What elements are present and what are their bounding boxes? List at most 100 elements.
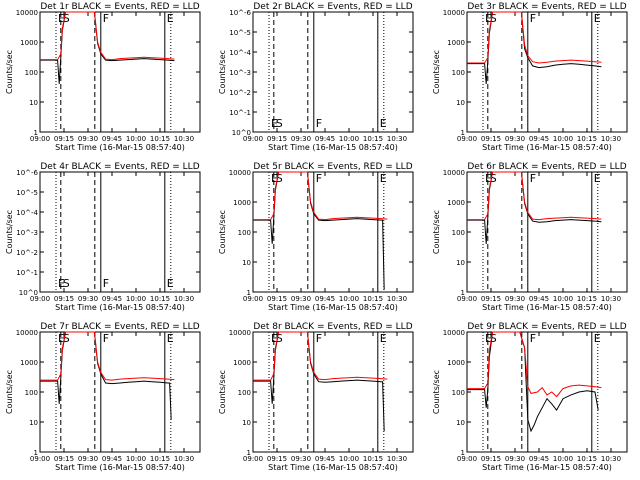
x-tick-label: 10:00 — [553, 455, 573, 463]
y-tick-label: 1 — [461, 289, 465, 297]
marker-label-e: E — [594, 332, 601, 345]
y-tick-label: 10 — [456, 99, 465, 107]
x-axis-label: Start Time (16-Mar-15 08:57:40) — [55, 463, 185, 472]
y-tick-label: 100 — [25, 389, 38, 397]
marker-label-e: E — [485, 332, 492, 345]
y-tick-label: 10000 — [16, 9, 38, 17]
panel-title: Det 3r BLACK = Events, RED = LLD — [467, 2, 626, 12]
marker-label-e: E — [271, 332, 278, 345]
x-tick-label: 09:30 — [505, 295, 525, 303]
x-tick-label: 09:15 — [54, 455, 74, 463]
panel-title: Det 7r BLACK = Events, RED = LLD — [40, 322, 199, 332]
x-tick-label: 09:45 — [529, 295, 549, 303]
y-axis-label: Counts/sec — [5, 370, 14, 414]
x-tick-label: 09:15 — [481, 135, 501, 143]
marker-label-s: S — [490, 332, 497, 345]
x-tick-label: 10:15 — [150, 455, 170, 463]
y-tick-label: 1000 — [447, 39, 465, 47]
x-tick-label: 09:15 — [54, 135, 74, 143]
panel-title: Det 1r BLACK = Events, RED = LLD — [40, 2, 199, 12]
marker-label-s: S — [276, 117, 283, 130]
y-tick-label: 10^-5 — [229, 29, 251, 37]
marker-label-s: S — [490, 12, 497, 25]
x-tick-label: 10:15 — [577, 295, 597, 303]
y-tick-label: 1000 — [447, 199, 465, 207]
series-lld-line — [467, 331, 602, 398]
panel-9: Det 9r BLACK = Events, RED = LLD 1 10 100 10… — [432, 322, 628, 472]
y-tick-label: 100 — [452, 229, 465, 237]
x-tick-label: 10:00 — [553, 295, 573, 303]
x-tick-label: 10:30 — [387, 295, 407, 303]
x-tick-label: 09:30 — [291, 295, 311, 303]
y-tick-label: 100 — [452, 69, 465, 77]
x-axis-label: Start Time (16-Mar-15 08:57:40) — [482, 463, 612, 472]
x-tick-label: 10:30 — [387, 135, 407, 143]
x-tick-label: 10:15 — [363, 295, 383, 303]
x-tick-label: 09:00 — [30, 135, 50, 143]
y-tick-label: 10 — [29, 99, 38, 107]
y-tick-label: 100 — [238, 389, 251, 397]
x-tick-label: 09:45 — [315, 135, 335, 143]
x-tick-label: 09:30 — [78, 135, 98, 143]
y-tick-label: 1000 — [20, 359, 38, 367]
marker-label-s: S — [490, 172, 497, 185]
x-tick-label: 10:30 — [601, 295, 621, 303]
y-tick-label: 100 — [25, 69, 38, 77]
marker-label-e: E — [167, 332, 174, 345]
marker-label-f: F — [316, 332, 322, 345]
marker-label-e: E — [380, 117, 387, 130]
series-lld-line — [40, 11, 175, 61]
x-tick-label: 09:45 — [315, 295, 335, 303]
x-tick-label: 10:00 — [126, 455, 146, 463]
y-tick-label: 10 — [242, 419, 251, 427]
x-tick-label: 09:30 — [505, 135, 525, 143]
y-axis-label: Counts/sec — [432, 210, 441, 254]
series-lld-line — [253, 331, 388, 381]
y-axis-label: Counts/sec — [218, 370, 227, 414]
y-tick-label: 10^0 — [19, 289, 38, 297]
x-tick-label: 10:00 — [339, 455, 359, 463]
x-tick-label: 09:00 — [243, 135, 263, 143]
y-tick-label: 1000 — [233, 199, 251, 207]
panel-2: Det 2r BLACK = Events, RED = LLD 10^0 10^-… — [218, 2, 414, 152]
x-tick-label: 09:15 — [267, 135, 287, 143]
y-axis-label: Counts/sec — [432, 370, 441, 414]
x-tick-label: 09:30 — [78, 455, 98, 463]
panel-3: Det 3r BLACK = Events, RED = LLD 1 10 100 10… — [432, 2, 628, 152]
marker-label-e: E — [594, 12, 601, 25]
marker-label-s: S — [63, 12, 70, 25]
panel-6: Det 6r BLACK = Events, RED = LLD 1 10 100 10… — [432, 162, 628, 312]
x-tick-label: 10:15 — [150, 295, 170, 303]
y-tick-label: 1 — [461, 129, 465, 137]
marker-label-s: S — [276, 332, 283, 345]
x-axis-label: Start Time (16-Mar-15 08:57:40) — [482, 303, 612, 312]
series-lld-line — [40, 331, 175, 381]
x-tick-label: 10:00 — [339, 135, 359, 143]
marker-label-f: F — [316, 117, 322, 130]
x-tick-label: 09:15 — [267, 455, 287, 463]
x-tick-label: 09:15 — [54, 295, 74, 303]
marker-label-f: F — [530, 12, 536, 25]
x-axis-label: Start Time (16-Mar-15 08:57:40) — [268, 463, 398, 472]
marker-label-s: S — [63, 277, 70, 290]
y-tick-label: 10^0 — [232, 129, 251, 137]
y-axis-label: Counts/sec — [5, 50, 14, 94]
y-tick-label: 1000 — [447, 359, 465, 367]
marker-label-s: S — [276, 172, 283, 185]
x-axis-label: Start Time (16-Mar-15 08:57:40) — [268, 143, 398, 152]
panel-title: Det 2r BLACK = Events, RED = LLD — [253, 2, 412, 12]
x-tick-label: 10:30 — [601, 135, 621, 143]
marker-label-e: E — [380, 332, 387, 345]
x-tick-label: 10:30 — [601, 455, 621, 463]
x-tick-label: 09:00 — [30, 455, 50, 463]
x-tick-label: 10:15 — [150, 135, 170, 143]
x-tick-label: 09:30 — [78, 295, 98, 303]
y-tick-label: 1000 — [233, 359, 251, 367]
x-axis-label: Start Time (16-Mar-15 08:57:40) — [55, 143, 185, 152]
y-tick-label: 1 — [34, 449, 38, 457]
marker-label-e: E — [380, 172, 387, 185]
y-tick-label: 10^-4 — [229, 49, 251, 57]
x-tick-label: 10:00 — [339, 295, 359, 303]
marker-label-f: F — [530, 172, 536, 185]
marker-label-e: E — [58, 332, 65, 345]
